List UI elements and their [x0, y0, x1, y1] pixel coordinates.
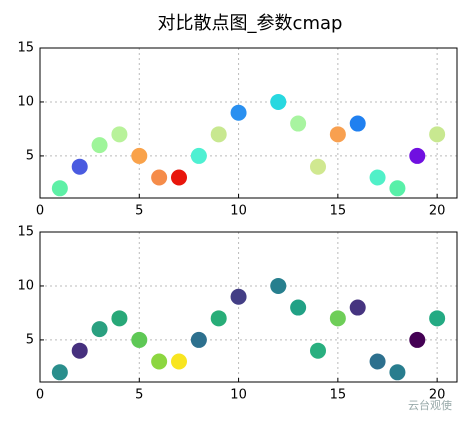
point [349, 115, 366, 132]
point [71, 158, 88, 175]
x-tick-label: 0 [36, 388, 44, 403]
point [51, 364, 68, 381]
y-tick-label: 10 [17, 94, 34, 109]
point [190, 331, 207, 348]
point [389, 364, 406, 381]
point [429, 310, 446, 327]
y-tick-label: 5 [26, 332, 34, 347]
x-tick-label: 0 [36, 204, 44, 219]
x-tick-label: 20 [429, 204, 446, 219]
plot-frame [39, 47, 458, 199]
point [131, 147, 148, 164]
x-tick-label: 15 [330, 204, 347, 219]
x-tick-label: 5 [135, 204, 143, 219]
point [290, 115, 307, 132]
point [111, 126, 128, 143]
point [91, 321, 108, 338]
chart-title: 对比散点图_参数cmap [158, 13, 343, 34]
point [230, 288, 247, 305]
point [389, 180, 406, 197]
point [230, 104, 247, 121]
point [171, 353, 187, 370]
point [91, 137, 108, 154]
point [151, 353, 168, 370]
x-tick-label: 10 [230, 204, 247, 219]
y-tick-label: 10 [17, 278, 34, 293]
point [71, 342, 88, 359]
point [429, 126, 446, 143]
point [51, 180, 68, 197]
point [270, 93, 287, 110]
point [310, 342, 326, 359]
x-tick-label: 15 [330, 388, 347, 403]
point [270, 277, 287, 294]
plot-frame [39, 231, 458, 383]
y-tick-label: 15 [17, 225, 34, 240]
point [111, 310, 128, 327]
x-tick-label: 20 [429, 388, 446, 403]
point [210, 310, 227, 327]
point [409, 331, 426, 348]
point [131, 331, 148, 348]
point [409, 147, 426, 164]
point [369, 169, 386, 186]
point [329, 126, 346, 143]
watermark: 云台观使 [408, 398, 452, 412]
point [349, 299, 366, 316]
y-tick-label: 15 [17, 41, 34, 56]
point [151, 169, 168, 186]
point [171, 169, 187, 186]
x-tick-label: 5 [135, 388, 143, 403]
x-tick-label: 10 [230, 388, 247, 403]
point [310, 158, 326, 175]
point [369, 353, 386, 370]
point [210, 126, 227, 143]
y-tick-label: 5 [26, 148, 34, 163]
point [290, 299, 307, 316]
point [190, 147, 207, 164]
point [329, 310, 346, 327]
